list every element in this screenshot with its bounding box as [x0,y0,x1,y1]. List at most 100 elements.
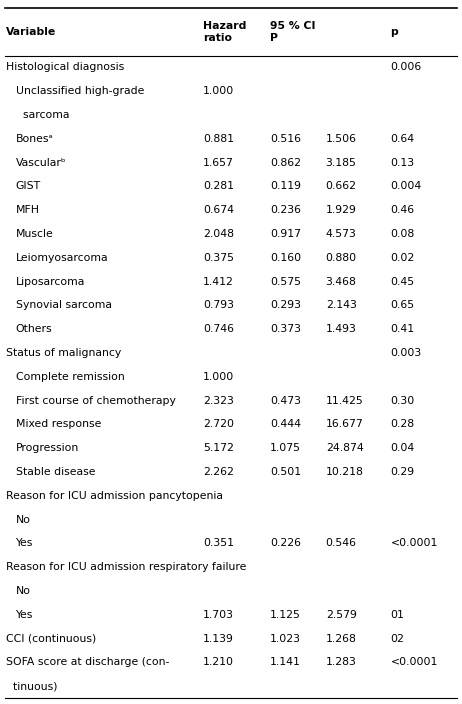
Text: 0.236: 0.236 [270,206,301,215]
Text: 1.141: 1.141 [270,658,301,667]
Text: 0.64: 0.64 [390,134,414,144]
Text: 1.000: 1.000 [203,87,235,96]
Text: Stable disease: Stable disease [16,467,95,477]
Text: 1.000: 1.000 [203,372,235,382]
Text: Progression: Progression [16,444,79,453]
Text: 1.283: 1.283 [326,658,357,667]
Text: No: No [16,586,30,596]
Text: 0.45: 0.45 [390,277,414,287]
Text: 1.210: 1.210 [203,658,234,667]
Text: 0.13: 0.13 [390,158,414,168]
Text: Liposarcoma: Liposarcoma [16,277,85,287]
Text: Variable: Variable [6,27,56,37]
Text: Yes: Yes [16,539,33,548]
Text: 1.657: 1.657 [203,158,234,168]
Text: 0.28: 0.28 [390,420,414,429]
Text: 02: 02 [390,634,404,643]
Text: 1.703: 1.703 [203,610,234,620]
Text: Vascularᵇ: Vascularᵇ [16,158,66,168]
Text: 1.268: 1.268 [326,634,357,643]
Text: 0.65: 0.65 [390,301,414,310]
Text: Yes: Yes [16,610,33,620]
Text: 1.023: 1.023 [270,634,301,643]
Text: 1.506: 1.506 [326,134,357,144]
Text: GIST: GIST [16,182,41,191]
Text: 0.375: 0.375 [203,253,234,263]
Text: Complete remission: Complete remission [16,372,124,382]
Text: Reason for ICU admission respiratory failure: Reason for ICU admission respiratory fai… [6,562,246,572]
Text: p: p [390,27,398,37]
Text: 0.674: 0.674 [203,206,234,215]
Text: 2.720: 2.720 [203,420,234,429]
Text: MFH: MFH [16,206,40,215]
Text: sarcoma: sarcoma [16,110,69,120]
Text: 0.29: 0.29 [390,467,414,477]
Text: 0.226: 0.226 [270,539,301,548]
Text: 16.677: 16.677 [326,420,364,429]
Text: Synovial sarcoma: Synovial sarcoma [16,301,111,310]
Text: Unclassified high-grade: Unclassified high-grade [16,87,144,96]
Text: Mixed response: Mixed response [16,420,101,429]
Text: 0.119: 0.119 [270,182,301,191]
Text: 0.444: 0.444 [270,420,301,429]
Text: No: No [16,515,30,524]
Text: 0.917: 0.917 [270,229,301,239]
Text: Muscle: Muscle [16,229,53,239]
Text: 0.746: 0.746 [203,325,234,334]
Text: Histological diagnosis: Histological diagnosis [6,63,124,73]
Text: 0.862: 0.862 [270,158,301,168]
Text: 11.425: 11.425 [326,396,364,406]
Text: 0.003: 0.003 [390,348,422,358]
Text: 24.874: 24.874 [326,444,364,453]
Text: 5.172: 5.172 [203,444,234,453]
Text: 0.662: 0.662 [326,182,357,191]
Text: 0.881: 0.881 [203,134,234,144]
Text: 2.262: 2.262 [203,467,234,477]
Text: 3.185: 3.185 [326,158,357,168]
Text: 0.160: 0.160 [270,253,301,263]
Text: 1.125: 1.125 [270,610,301,620]
Text: 4.573: 4.573 [326,229,357,239]
Text: 0.08: 0.08 [390,229,414,239]
Text: 1.929: 1.929 [326,206,357,215]
Text: 01: 01 [390,610,404,620]
Text: Bonesᵃ: Bonesᵃ [16,134,53,144]
Text: Leiomyosarcoma: Leiomyosarcoma [16,253,108,263]
Text: tinuous): tinuous) [6,681,57,691]
Text: 0.880: 0.880 [326,253,357,263]
Text: 0.006: 0.006 [390,63,422,73]
Text: 0.793: 0.793 [203,301,234,310]
Text: 1.139: 1.139 [203,634,234,643]
Text: 10.218: 10.218 [326,467,364,477]
Text: 0.30: 0.30 [390,396,414,406]
Text: <0.0001: <0.0001 [390,658,438,667]
Text: 95 % CI
P: 95 % CI P [270,20,316,43]
Text: 1.493: 1.493 [326,325,357,334]
Text: 0.46: 0.46 [390,206,414,215]
Text: 2.048: 2.048 [203,229,234,239]
Text: 3.468: 3.468 [326,277,357,287]
Text: 0.516: 0.516 [270,134,301,144]
Text: 0.004: 0.004 [390,182,422,191]
Text: 0.351: 0.351 [203,539,234,548]
Text: 0.02: 0.02 [390,253,414,263]
Text: Others: Others [16,325,52,334]
Text: Reason for ICU admission pancytopenia: Reason for ICU admission pancytopenia [6,491,223,501]
Text: 0.41: 0.41 [390,325,414,334]
Text: SOFA score at discharge (con-: SOFA score at discharge (con- [6,658,169,667]
Text: 0.575: 0.575 [270,277,301,287]
Text: 0.501: 0.501 [270,467,301,477]
Text: 0.293: 0.293 [270,301,301,310]
Text: 2.323: 2.323 [203,396,234,406]
Text: 1.412: 1.412 [203,277,234,287]
Text: First course of chemotherapy: First course of chemotherapy [16,396,176,406]
Text: 0.546: 0.546 [326,539,357,548]
Text: 2.579: 2.579 [326,610,357,620]
Text: CCI (continuous): CCI (continuous) [6,634,96,643]
Text: Status of malignancy: Status of malignancy [6,348,121,358]
Text: 2.143: 2.143 [326,301,357,310]
Text: <0.0001: <0.0001 [390,539,438,548]
Text: 0.04: 0.04 [390,444,414,453]
Text: 0.473: 0.473 [270,396,301,406]
Text: 1.075: 1.075 [270,444,301,453]
